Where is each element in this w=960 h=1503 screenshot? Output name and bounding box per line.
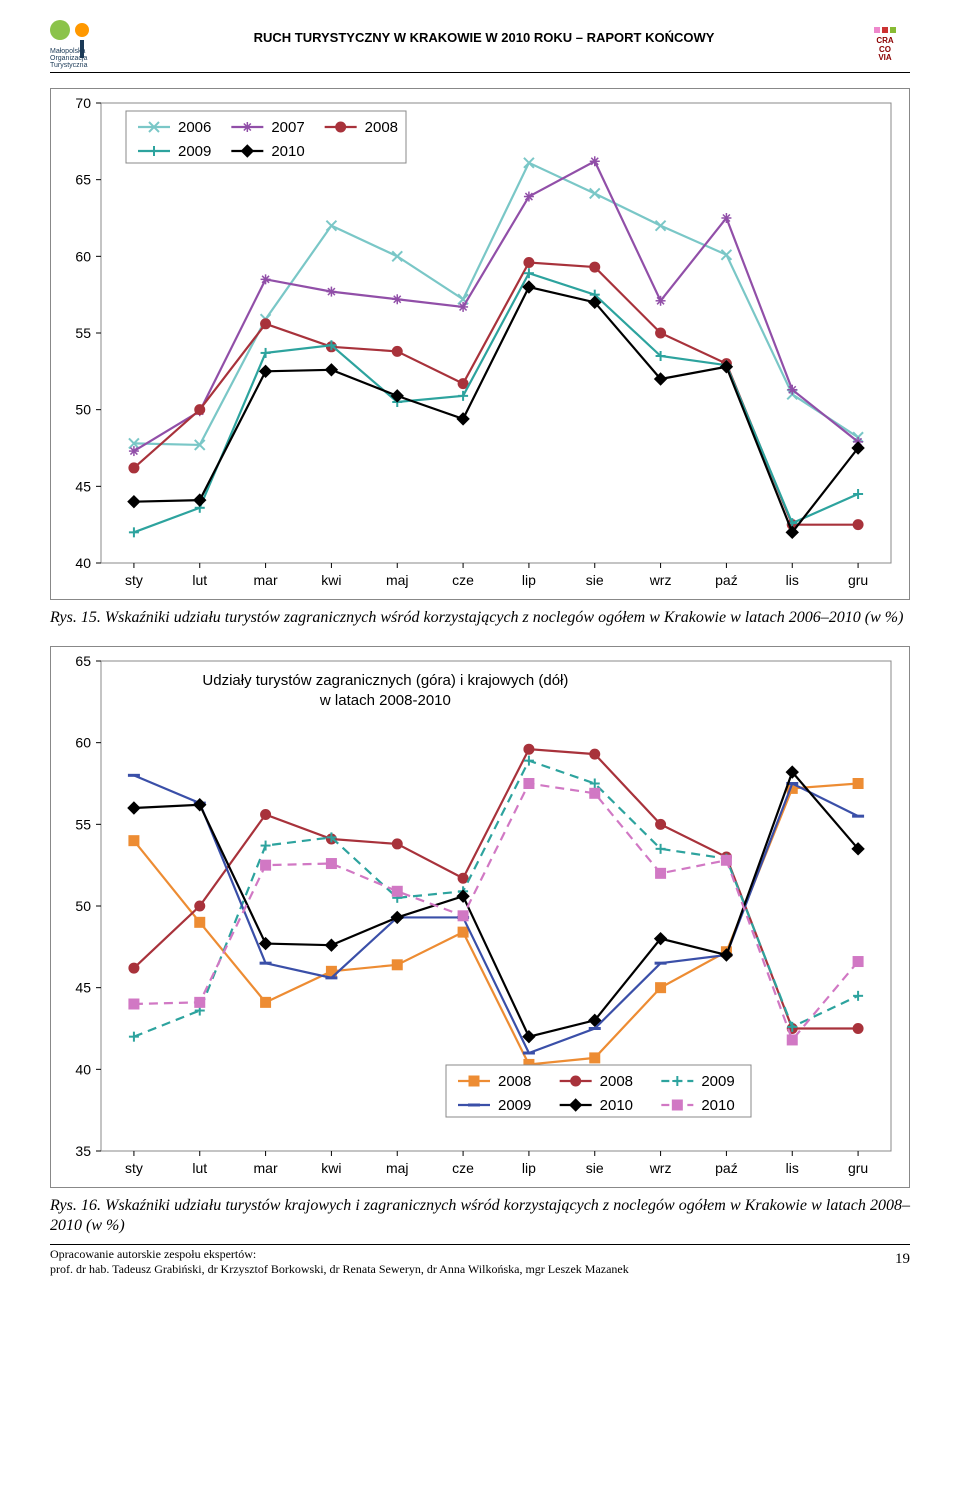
svg-text:gru: gru <box>848 572 868 588</box>
caption-1: Rys. 15. Wskaźniki udziału turystów zagr… <box>50 608 910 628</box>
svg-text:mar: mar <box>254 572 278 588</box>
svg-text:lis: lis <box>786 1160 799 1176</box>
svg-text:paź: paź <box>715 1160 738 1176</box>
svg-text:sty: sty <box>125 1160 143 1176</box>
svg-text:lut: lut <box>192 1160 207 1176</box>
svg-text:lis: lis <box>786 572 799 588</box>
svg-text:w latach 2008-2010: w latach 2008-2010 <box>319 692 451 709</box>
svg-text:lip: lip <box>522 1160 536 1176</box>
svg-text:sty: sty <box>125 572 143 588</box>
svg-text:50: 50 <box>75 898 91 914</box>
svg-text:wrz: wrz <box>649 572 672 588</box>
footer-line-2: prof. dr hab. Tadeusz Grabiński, dr Krzy… <box>50 1262 629 1277</box>
chart-1: 40 45 50 55 60 65 70 sty lut mar kwi maj cze lip sie wr… <box>50 88 910 600</box>
svg-text:40: 40 <box>75 1061 91 1077</box>
svg-text:70: 70 <box>75 95 91 111</box>
svg-text:Udziały turystów zagranicznych: Udziały turystów zagranicznych (góra) i … <box>202 672 568 689</box>
svg-text:2008: 2008 <box>498 1073 531 1090</box>
svg-text:2009: 2009 <box>178 143 211 160</box>
svg-text:35: 35 <box>75 1143 91 1159</box>
svg-text:gru: gru <box>848 1160 868 1176</box>
svg-text:2010: 2010 <box>701 1097 734 1114</box>
svg-text:mar: mar <box>254 1160 278 1176</box>
svg-text:55: 55 <box>75 325 91 341</box>
svg-text:kwi: kwi <box>321 572 341 588</box>
svg-text:maj: maj <box>386 572 409 588</box>
svg-text:2010: 2010 <box>600 1097 633 1114</box>
header-title: RUCH TURYSTYCZNY W KRAKOWIE W 2010 ROKU … <box>108 20 860 45</box>
chart-2-svg: 35 40 45 50 55 60 65 sty lut mar kwi maj cze lip sie wr… <box>51 647 909 1187</box>
caption-2-label: Rys. 16. <box>50 1197 101 1214</box>
svg-text:2007: 2007 <box>271 119 304 136</box>
logo-left-text: MałopolskaOrganizacjaTurystyczna <box>50 48 87 69</box>
svg-text:65: 65 <box>75 172 91 188</box>
chart-2: 35 40 45 50 55 60 65 sty lut mar kwi maj cze lip sie wr… <box>50 646 910 1188</box>
svg-text:maj: maj <box>386 1160 409 1176</box>
svg-text:sie: sie <box>586 572 604 588</box>
footer-line-1: Opracowanie autorskie zespołu ekspertów: <box>50 1247 629 1262</box>
svg-text:40: 40 <box>75 555 91 571</box>
svg-text:2006: 2006 <box>178 119 211 136</box>
logo-left: MałopolskaOrganizacjaTurystyczna <box>50 20 108 62</box>
svg-text:cze: cze <box>452 572 474 588</box>
svg-text:60: 60 <box>75 735 91 751</box>
svg-text:lut: lut <box>192 572 207 588</box>
svg-text:wrz: wrz <box>649 1160 672 1176</box>
svg-text:2009: 2009 <box>498 1097 531 1114</box>
caption-2-text: Wskaźniki udziału turystów krajowych i z… <box>50 1197 910 1234</box>
svg-text:60: 60 <box>75 248 91 264</box>
svg-text:50: 50 <box>75 402 91 418</box>
svg-text:2010: 2010 <box>271 143 304 160</box>
caption-2: Rys. 16. Wskaźniki udziału turystów kraj… <box>50 1196 910 1236</box>
caption-1-text: Wskaźniki udziału turystów zagranicznych… <box>105 609 904 626</box>
svg-text:45: 45 <box>75 980 91 996</box>
svg-text:cze: cze <box>452 1160 474 1176</box>
svg-text:sie: sie <box>586 1160 604 1176</box>
svg-text:2009: 2009 <box>701 1073 734 1090</box>
svg-text:55: 55 <box>75 816 91 832</box>
caption-1-label: Rys. 15. <box>50 609 101 626</box>
svg-text:2008: 2008 <box>600 1073 633 1090</box>
page-header: MałopolskaOrganizacjaTurystyczna RUCH TU… <box>50 20 910 73</box>
svg-text:paź: paź <box>715 572 738 588</box>
svg-text:45: 45 <box>75 478 91 494</box>
logo-right: CRACOVIA <box>860 20 910 68</box>
svg-text:2008: 2008 <box>365 119 398 136</box>
svg-text:65: 65 <box>75 653 91 669</box>
svg-text:lip: lip <box>522 572 536 588</box>
svg-text:kwi: kwi <box>321 1160 341 1176</box>
chart-1-svg: 40 45 50 55 60 65 70 sty lut mar kwi maj cze lip sie wr… <box>51 89 909 599</box>
page-number: 19 <box>895 1247 910 1277</box>
footer: Opracowanie autorskie zespołu ekspertów:… <box>50 1244 910 1277</box>
